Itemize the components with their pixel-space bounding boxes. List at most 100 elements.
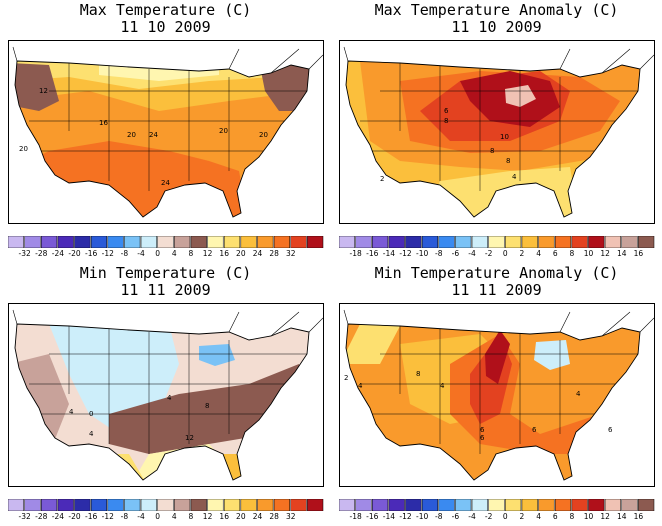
min-temperature-panel: Min Temperature (C) 11 11 2009: [0, 263, 331, 526]
colorbar-swatch: [290, 236, 307, 248]
colorbar-swatch: [372, 236, 389, 248]
colorbar-tick-label: -8: [120, 512, 129, 521]
colorbar-svg: [339, 499, 655, 511]
colorbar-tick-label: -2: [484, 512, 493, 521]
colorbar-swatch: [588, 236, 605, 248]
contour-label: 8: [205, 402, 209, 410]
colorbar-tick-label: -32: [18, 512, 31, 521]
colorbar-tick-label: 24: [252, 512, 263, 521]
colorbar-tick-label: -20: [68, 249, 81, 258]
contour-label: 4: [69, 408, 74, 416]
colorbar-swatch: [8, 499, 24, 511]
colorbar-tick-label: -6: [451, 512, 460, 521]
max-temperature-anomaly-panel: Max Temperature Anomaly (C) 11 10 2009: [331, 0, 662, 263]
colorbar-swatch: [257, 236, 274, 248]
colorbar-tick-label: -28: [35, 249, 48, 258]
colorbar-tick-label: 14: [616, 512, 627, 521]
colorbar-swatch: [174, 236, 191, 248]
colorbar-swatch: [339, 236, 355, 248]
contour-label: 4: [89, 430, 94, 438]
colorbar-svg: [8, 236, 324, 248]
colorbar-tick-label: -4: [137, 249, 145, 258]
colorbar-ticks: -18 -16 -14 -12 -10 -8 -6 -4 -2 0 2 4 6 8 10 12 14 16: [339, 249, 655, 259]
colorbar-swatch: [372, 499, 389, 511]
colorbar-tick-label: -18: [349, 249, 362, 258]
colorbar-swatch: [621, 236, 638, 248]
colorbar-tick-label: -18: [349, 512, 362, 521]
colorbar-tick-label: -12: [399, 512, 412, 521]
colorbar-swatch: [438, 236, 455, 248]
colorbar-tick-label: 4: [171, 249, 177, 258]
contour-label: 6: [608, 426, 613, 434]
colorbar-tick-label: -28: [35, 512, 48, 521]
colorbar-swatch: [8, 236, 24, 248]
colorbar-swatch: [190, 499, 207, 511]
contour-label: 8: [506, 157, 510, 165]
contour-label: 2: [380, 175, 384, 183]
colorbar-swatch: [140, 236, 157, 248]
colorbar-swatch: [355, 499, 372, 511]
colorbar-tick-label: -12: [101, 512, 114, 521]
colorbar-tick-label: -16: [366, 249, 379, 258]
colorbar-swatch: [604, 236, 621, 248]
colorbar-swatch: [90, 499, 108, 511]
max-temperature-panel: Max Temperature (C) 11 10 2009 12: [0, 0, 331, 263]
panel-date: 11 10 2009: [120, 18, 211, 36]
panel-title: Max Temperature (C): [79, 1, 252, 19]
colorbar: [339, 236, 655, 248]
colorbar-tick-label: -4: [137, 512, 145, 521]
colorbar-tick-label: -10: [416, 249, 429, 258]
colorbar-swatch: [405, 499, 422, 511]
map-svg: 2 4 4 6 6 8 6 6 4: [343, 309, 654, 481]
colorbar-swatch: [41, 499, 58, 511]
colorbar-tick-label: 8: [569, 249, 575, 258]
colorbar-tick-label: 24: [252, 249, 263, 258]
colorbar-swatch: [604, 499, 621, 511]
colorbar-tick-label: -32: [18, 249, 31, 258]
contour-label: 20: [219, 127, 228, 135]
colorbar-swatch: [438, 499, 455, 511]
colorbar-tick-label: -16: [85, 249, 98, 258]
colorbar: [339, 499, 655, 511]
colorbar-swatch: [405, 236, 422, 248]
colorbar-tick-label: 12: [202, 249, 213, 258]
colorbar-tick-label: 0: [155, 512, 161, 521]
colorbar-tick-label: 8: [188, 249, 194, 258]
colorbar-swatch: [554, 236, 572, 248]
colorbar-tick-label: -10: [416, 512, 429, 521]
colorbar-swatch: [41, 236, 58, 248]
colorbar-tick-label: -16: [366, 512, 379, 521]
colorbar-ticks: -32 -28 -24 -20 -16 -12 -8 -4 0 4 8 12 16 20 24 28 32: [8, 512, 324, 522]
colorbar-swatch: [471, 236, 488, 248]
contour-label: 4: [358, 382, 363, 390]
temperature-region: [219, 454, 249, 480]
colorbar-tick-label: -14: [382, 512, 396, 521]
temperature-region: [199, 344, 235, 366]
contour-label: 6: [480, 434, 485, 442]
contour-label: 20: [127, 131, 136, 139]
colorbar-tick-label: 0: [502, 249, 508, 258]
colorbar-swatch: [157, 499, 174, 511]
colorbar-tick-label: -12: [101, 249, 114, 258]
colorbar-swatch: [74, 499, 91, 511]
colorbar-tick-label: 32: [285, 249, 296, 258]
panel-date: 11 10 2009: [451, 18, 542, 36]
colorbar: [8, 499, 324, 511]
contour-label: 8: [444, 117, 448, 125]
colorbar-tick-label: 2: [519, 512, 525, 521]
colorbar-swatch: [140, 499, 157, 511]
contour-label: 12: [39, 87, 48, 95]
colorbar-tick-label: -20: [68, 512, 81, 521]
colorbar-tick-label: -4: [468, 512, 476, 521]
colorbar-swatch: [90, 236, 108, 248]
colorbar-swatch: [488, 499, 505, 511]
contour-label: 4: [576, 390, 581, 398]
colorbar-swatch: [124, 499, 141, 511]
colorbar-swatch: [339, 499, 355, 511]
contour-label: 6: [444, 107, 449, 115]
colorbar-swatch: [588, 499, 605, 511]
colorbar-swatch: [638, 236, 655, 248]
colorbar-tick-label: 16: [633, 249, 644, 258]
colorbar-swatch: [174, 499, 191, 511]
colorbar-tick-label: 6: [552, 249, 558, 258]
